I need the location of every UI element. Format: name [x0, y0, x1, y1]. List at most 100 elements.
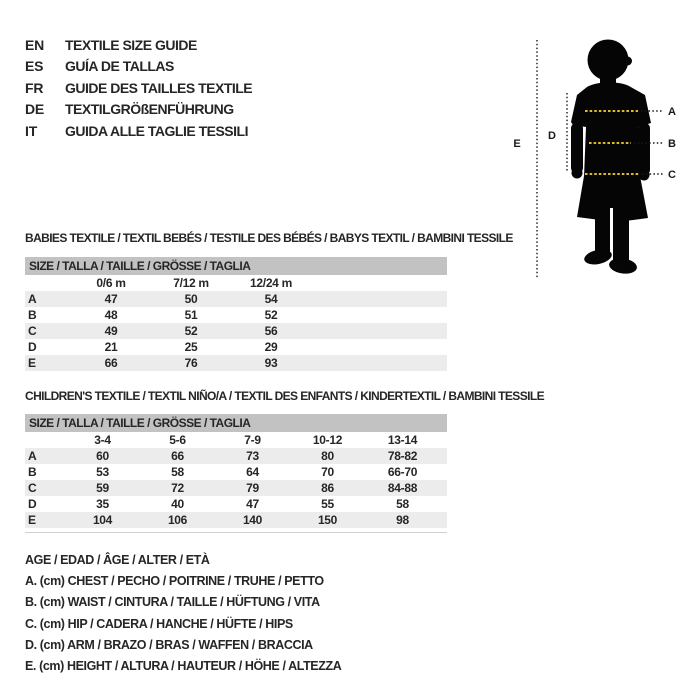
table-cell: 86	[321, 481, 334, 495]
row-label: C	[28, 324, 37, 338]
row-label: D	[28, 497, 37, 511]
table-cell: 60	[96, 449, 109, 463]
table-cell: 25	[184, 340, 198, 354]
table-cell: 40	[171, 497, 184, 511]
table-row: B 48 51 52	[25, 307, 447, 323]
measurement-legend: AGE / EDAD / ÂGE / ALTER / ETÀ A. (cm) C…	[25, 550, 342, 677]
table-cell: 50	[184, 292, 198, 306]
table-cell: 104	[92, 513, 113, 527]
size-header-band: SIZE / TALLA / TAILLE / GRÖSSE / TAGLIA	[25, 414, 447, 432]
arm-label: D	[548, 130, 556, 142]
language-code: ES	[25, 58, 44, 75]
row-label: E	[28, 513, 37, 527]
row-label: A	[28, 292, 37, 306]
table-cell: 29	[264, 340, 278, 354]
table-row: C 59 72 79 86 84-88	[25, 480, 447, 496]
table-row: B 53 58 64 70 66-70	[25, 464, 447, 480]
list-item: FR GUIDE DES TAILLES TEXTILE	[25, 77, 253, 99]
table-cell: 49	[104, 324, 118, 338]
table-row: E 104 106 140 150 98	[25, 512, 447, 528]
table-cell: 21	[104, 340, 118, 354]
column-header: 0/6 m	[96, 276, 126, 290]
column-header: 7/12 m	[173, 276, 209, 290]
table-cell: 76	[184, 356, 198, 370]
language-title: GUIDE DES TAILLES TEXTILE	[65, 79, 253, 96]
babies-section-title: BABIES TEXTILE / TEXTIL BEBÉS / TESTILE …	[25, 231, 513, 245]
table-cell: 54	[264, 292, 278, 306]
table-cell: 78-82	[387, 449, 418, 463]
table-cell: 58	[171, 465, 184, 479]
column-header: 10-12	[312, 433, 343, 447]
language-title: GUIDA ALLE TAGLIE TESSILI	[65, 122, 248, 139]
row-label: B	[28, 308, 37, 322]
table-cell: 59	[96, 481, 109, 495]
legend-item-height: E. (cm) HEIGHT / ALTURA / HAUTEUR / HÖHE…	[25, 658, 342, 673]
children-size-table: SIZE / TALLA / TAILLE / GRÖSSE / TAGLIA …	[25, 414, 447, 533]
waist-label: B	[668, 138, 676, 150]
table-cell: 51	[184, 308, 198, 322]
row-label: D	[28, 340, 37, 354]
table-cell: 48	[104, 308, 118, 322]
age-legend-line: AGE / EDAD / ÂGE / ALTER / ETÀ	[25, 553, 210, 567]
language-title: TEXTILGRÖßENFÜHRUNG	[65, 101, 234, 118]
row-label: B	[28, 465, 37, 479]
table-row: E 66 76 93	[25, 355, 447, 371]
chest-label: A	[668, 106, 676, 118]
table-cell: 58	[396, 497, 409, 511]
table-cell: 98	[396, 513, 409, 527]
children-section-title: CHILDREN'S TEXTILE / TEXTIL NIÑO/A / TEX…	[25, 389, 545, 403]
table-cell: 80	[321, 449, 334, 463]
language-code: EN	[25, 36, 45, 53]
table-row: D 35 40 47 55 58	[25, 496, 447, 512]
table-cell: 150	[317, 513, 338, 527]
language-title: TEXTILE SIZE GUIDE	[65, 36, 197, 53]
column-header: 5-6	[169, 433, 186, 447]
measurement-figure: E D A B C	[505, 20, 695, 295]
child-silhouette-diagram: E D A B C	[513, 39, 676, 278]
size-header-band: SIZE / TALLA / TAILLE / GRÖSSE / TAGLIA	[25, 257, 447, 275]
table-cell: 73	[246, 449, 259, 463]
row-label: C	[28, 481, 37, 495]
language-code: FR	[25, 79, 44, 96]
column-header: 13-14	[387, 433, 418, 447]
table-cell: 106	[167, 513, 188, 527]
table-cell: 72	[171, 481, 184, 495]
table-row: D 21 25 29	[25, 339, 447, 355]
height-label: E	[513, 138, 520, 150]
table-cell: 56	[264, 324, 278, 338]
table-row: C 49 52 56	[25, 323, 447, 339]
table-cell: 66	[171, 449, 184, 463]
row-label: E	[28, 356, 37, 370]
table-cell: 47	[104, 292, 118, 306]
legend-item-chest: A. (cm) CHEST / PECHO / POITRINE / TRUHE…	[25, 574, 324, 589]
column-header-row: 3-4 5-6 7-9 10-12 13-14	[25, 432, 447, 448]
list-item: ES GUÍA DE TALLAS	[25, 56, 252, 78]
list-item: EN TEXTILE SIZE GUIDE	[25, 34, 252, 56]
hip-label: C	[668, 169, 676, 181]
table-cell: 79	[246, 481, 259, 495]
table-cell: 84-88	[387, 481, 418, 495]
table-cell: 53	[96, 465, 109, 479]
legend-item-waist: B. (cm) WAIST / CINTURA / TAILLE / HÜFTU…	[25, 595, 320, 610]
language-title: GUÍA DE TALLAS	[65, 58, 174, 75]
row-label: A	[28, 449, 37, 463]
table-cell: 52	[264, 308, 278, 322]
table-cell: 64	[246, 465, 259, 479]
language-code: IT	[25, 122, 38, 139]
table-cell: 47	[246, 497, 259, 511]
column-header: 7-9	[244, 433, 261, 447]
list-item: IT GUIDA ALLE TAGLIE TESSILI	[25, 120, 252, 142]
language-code: DE	[25, 101, 45, 118]
column-header-row: 0/6 m 7/12 m 12/24 m	[25, 275, 447, 291]
legend-item-hip: C. (cm) HIP / CADERA / HANCHE / HÜFTE / …	[25, 616, 293, 631]
table-cell: 66-70	[387, 465, 418, 479]
column-header: 3-4	[94, 433, 111, 447]
language-list: EN TEXTILE SIZE GUIDE ES GUÍA DE TALLAS …	[25, 34, 253, 142]
table-bottom-divider	[25, 532, 447, 533]
table-cell: 140	[242, 513, 263, 527]
babies-size-table: SIZE / TALLA / TAILLE / GRÖSSE / TAGLIA …	[25, 257, 447, 371]
table-row: A 47 50 54	[25, 291, 447, 307]
table-row: A 60 66 73 80 78-82	[25, 448, 447, 464]
table-cell: 52	[184, 324, 198, 338]
table-cell: 66	[104, 356, 118, 370]
